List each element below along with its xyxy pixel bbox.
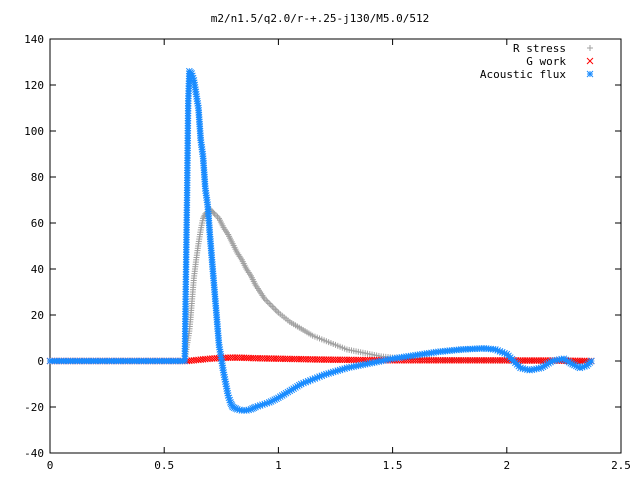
legend-marker [586,57,594,65]
data-point [280,390,288,398]
x-tick-label: 0 [47,459,54,472]
data-point [269,303,276,310]
x-tick-label: 2.5 [611,459,631,472]
data-point [210,209,217,216]
data-point [587,357,595,365]
y-tick-label: 0 [37,355,44,368]
y-tick-label: 80 [31,171,44,184]
legend-marker [587,45,593,51]
y-tick-label: -20 [24,401,44,414]
x-tick-label: 0.5 [154,459,174,472]
x-tick-label: 1 [275,459,282,472]
series-acoustic-flux [46,67,595,414]
x-tick-label: 2 [503,459,510,472]
data-point [266,300,273,307]
y-tick-label: 60 [31,217,44,230]
legend-label: G work [526,55,566,68]
y-tick-label: 120 [24,79,44,92]
legend-label: R stress [513,42,566,55]
series-r-stress [47,206,595,364]
y-tick-label: 40 [31,263,44,276]
data-point [537,364,545,372]
data-point [264,298,271,305]
data-point [263,297,270,304]
y-tick-label: 100 [24,125,44,138]
legend-label: Acoustic flux [480,68,566,81]
data-point [272,306,279,313]
chart-title: m2/n1.5/q2.0/r-+.25-j130/M5.0/512 [211,12,430,25]
data-point [294,382,301,390]
x-tick-label: 1.5 [383,459,403,472]
data-point [288,386,296,394]
data-point [212,212,219,219]
axis-ticks: 0 0.5 1 1.5 2 2.5 -40 -20 0 20 40 60 80 100 120 140 [24,33,631,472]
plot-frame [49,38,622,454]
legend-marker [586,70,594,78]
y-tick-label: -40 [24,447,44,460]
data-marks [46,67,595,414]
data-point [267,302,274,309]
data-point [273,308,280,315]
y-tick-label: 140 [24,33,44,46]
y-tick-label: 20 [31,309,44,322]
data-point [270,305,277,312]
